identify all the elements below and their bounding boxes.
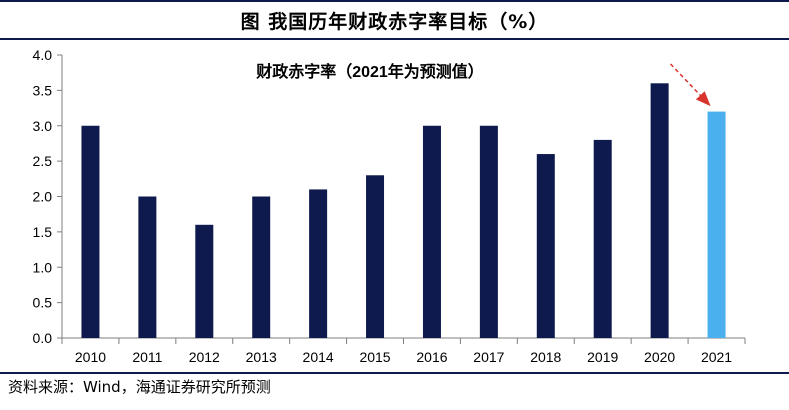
y-tick-label: 3.0 xyxy=(33,118,53,134)
x-tick-label: 2017 xyxy=(473,349,504,365)
chart-title: 财政赤字率（2021年为预测值） xyxy=(255,62,484,81)
bar xyxy=(593,139,612,338)
y-tick-label: 0.0 xyxy=(33,330,53,346)
y-tick-label: 1.5 xyxy=(33,224,53,240)
bar xyxy=(252,196,271,338)
x-tick-label: 2019 xyxy=(587,349,618,365)
y-tick-label: 0.5 xyxy=(33,295,53,311)
bar xyxy=(138,196,157,338)
x-tick-label: 2016 xyxy=(416,349,447,365)
bar-forecast xyxy=(707,111,726,338)
y-tick-label: 3.5 xyxy=(33,82,53,98)
bar xyxy=(309,189,328,338)
x-tick-label: 2012 xyxy=(189,349,220,365)
figure-title-bar: 图 我国历年财政赤字率目标（%） xyxy=(0,0,789,40)
y-tick-label: 2.0 xyxy=(33,189,53,205)
bar xyxy=(479,125,498,338)
forecast-arrow xyxy=(669,63,711,107)
x-tick-label: 2015 xyxy=(359,349,390,365)
bar xyxy=(650,83,669,338)
source-note: 资料来源：Wind，海通证券研究所预测 xyxy=(8,378,271,396)
chart-area: 财政赤字率（2021年为预测值） 0.0 0.5 1.0 1.5 2.0 2.5 3.0 3.… xyxy=(0,42,789,367)
bar xyxy=(81,125,100,338)
x-tick-label: 2011 xyxy=(132,349,162,365)
x-tick-label: 2018 xyxy=(530,349,561,365)
y-tick-label: 4.0 xyxy=(33,47,53,63)
figure-title: 图 我国历年财政赤字率目标（%） xyxy=(240,10,549,33)
x-tick-label: 2021 xyxy=(701,349,732,365)
y-tick-label: 2.5 xyxy=(33,153,53,169)
bar xyxy=(422,125,441,338)
x-tick-label: 2014 xyxy=(303,349,334,365)
bottom-rule xyxy=(0,372,789,374)
bar xyxy=(536,154,555,338)
bar xyxy=(366,175,385,338)
x-tick-label: 2013 xyxy=(246,349,277,365)
x-tick-label: 2020 xyxy=(644,349,675,365)
y-tick-label: 1.0 xyxy=(33,259,53,275)
x-tick-label: 2010 xyxy=(75,349,106,365)
bar-chart: 财政赤字率（2021年为预测值） 0.0 0.5 1.0 1.5 2.0 2.5 3.0 3.… xyxy=(33,47,746,365)
bar xyxy=(195,224,214,338)
